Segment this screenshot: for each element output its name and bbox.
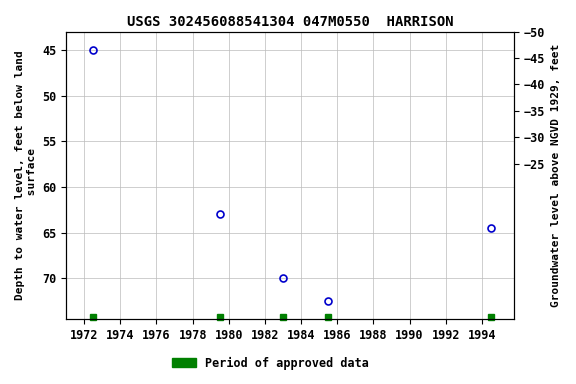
Y-axis label: Depth to water level, feet below land
 surface: Depth to water level, feet below land su… — [15, 51, 37, 300]
Title: USGS 302456088541304 047M0550  HARRISON: USGS 302456088541304 047M0550 HARRISON — [127, 15, 453, 29]
Y-axis label: Groundwater level above NGVD 1929, feet: Groundwater level above NGVD 1929, feet — [551, 44, 561, 307]
Legend: Period of approved data: Period of approved data — [168, 352, 374, 374]
